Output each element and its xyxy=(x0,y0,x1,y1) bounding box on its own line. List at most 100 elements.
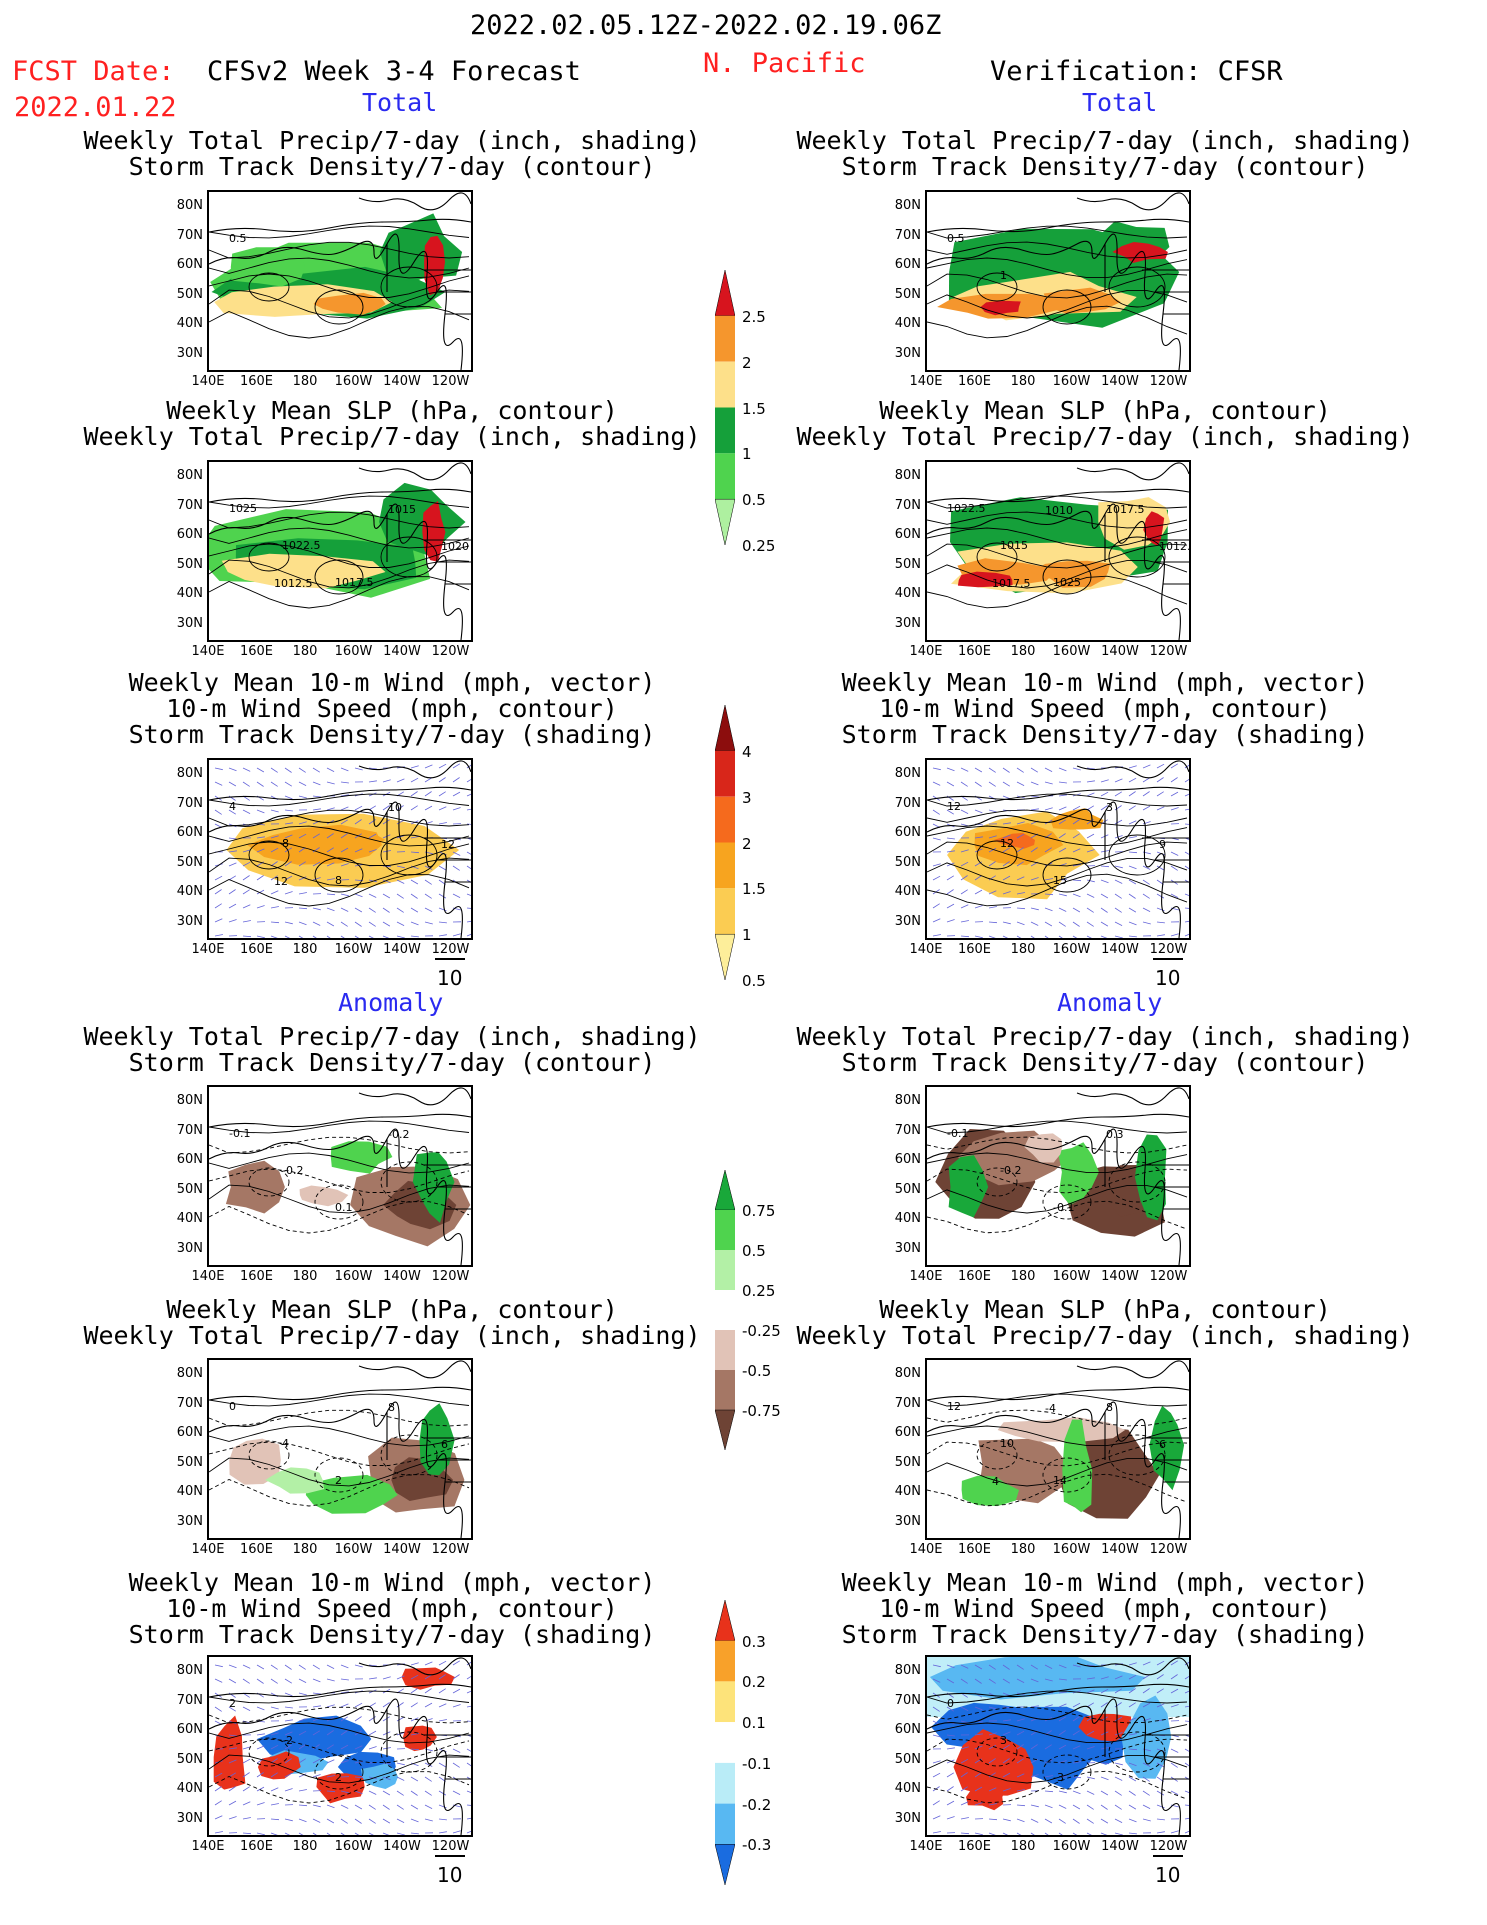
wind-vector xyxy=(298,1730,307,1736)
wind-vector xyxy=(214,1772,223,1778)
wind-vector xyxy=(1114,1702,1122,1708)
wind-vector xyxy=(242,849,251,853)
wind-vector xyxy=(946,1678,955,1684)
colorbar-swatch xyxy=(714,704,736,752)
wind-vector xyxy=(340,921,348,927)
lat-tick-label: 70N xyxy=(176,1395,203,1411)
contour-label: 2 xyxy=(335,1474,342,1487)
wind-vector xyxy=(438,1831,447,1834)
lat-tick-label: 30N xyxy=(894,615,921,631)
wind-vector xyxy=(1184,1675,1189,1680)
colorbar-swatch xyxy=(715,315,735,362)
wind-vector xyxy=(1044,907,1053,912)
contour-line xyxy=(314,559,364,595)
wind-vector xyxy=(1058,1818,1066,1824)
wind-vector xyxy=(1128,765,1137,769)
contour-line xyxy=(209,306,470,339)
colorbar-swatch xyxy=(715,1210,735,1250)
contour-line xyxy=(1042,559,1092,595)
wind-vector xyxy=(1044,847,1052,853)
wind-vector xyxy=(340,1678,349,1681)
wind-vector xyxy=(424,893,432,899)
wind-vector xyxy=(988,1678,996,1684)
wind-vector xyxy=(242,861,251,867)
wind-vector xyxy=(1030,1832,1035,1835)
contour-label: 0.5 xyxy=(947,232,965,245)
contour-line xyxy=(927,1200,1188,1234)
wind-vector xyxy=(466,851,471,855)
contour-label: 10 xyxy=(388,801,402,814)
lat-tick-label: 70N xyxy=(176,1122,203,1138)
colorbar-swatch xyxy=(714,1599,736,1641)
wind-vector xyxy=(1002,1731,1011,1736)
wind-vector xyxy=(382,1676,391,1680)
wind-vector xyxy=(354,907,363,913)
wind-vector xyxy=(1044,935,1049,938)
wind-vector xyxy=(1142,921,1151,925)
lon-tick-label: 120W xyxy=(431,1542,470,1557)
wind-vector xyxy=(1184,920,1189,923)
lat-tick-label: 50N xyxy=(176,854,203,870)
wind-vector xyxy=(1142,821,1151,825)
lat-tick-label: 70N xyxy=(894,795,921,811)
wind-vector xyxy=(1072,848,1081,853)
wind-vector xyxy=(1170,763,1179,769)
wind-vector xyxy=(410,865,419,870)
field-shading xyxy=(422,501,446,562)
wind-vector xyxy=(988,861,996,867)
wind-vector xyxy=(326,833,334,839)
contour-line xyxy=(314,289,364,325)
wind-vector xyxy=(1058,1804,1067,1809)
lat-tick-label: 80N xyxy=(894,766,921,781)
wind-vector xyxy=(946,1816,955,1820)
wind-vector xyxy=(284,795,293,800)
lat-tick-label: 70N xyxy=(176,227,203,243)
panel-title-line: Weekly Total Precip/7-day (inch, shading… xyxy=(796,1321,1414,1350)
wind-vector xyxy=(410,765,419,769)
wind-vector xyxy=(228,919,237,923)
coastline xyxy=(209,488,471,503)
vector-reference: 10 xyxy=(1155,1863,1181,1887)
panel-title-line: Weekly Mean SLP (hPa, contour) xyxy=(166,396,618,425)
wind-vector xyxy=(424,805,433,811)
contour-line xyxy=(380,1161,438,1203)
map-panel: 0 4 2 8 6 xyxy=(207,1358,473,1540)
wind-vector xyxy=(1184,1690,1189,1694)
panel-title-line: Weekly Total Precip/7-day (inch, shading… xyxy=(796,1022,1414,1051)
section-anomaly-left: Anomaly xyxy=(338,988,444,1017)
wind-vector xyxy=(312,1774,321,1778)
wind-vector xyxy=(1142,1762,1151,1767)
wind-vector xyxy=(228,862,237,867)
lon-tick-label: 120W xyxy=(431,1269,470,1284)
contour-label: 1025 xyxy=(229,502,257,515)
colorbar-label: 1.5 xyxy=(742,399,766,418)
wind-vector xyxy=(1072,1745,1081,1750)
contour-line xyxy=(1108,1434,1166,1476)
colorbar-swatch xyxy=(715,1370,735,1410)
wind-vector xyxy=(410,1832,419,1835)
wind-vector xyxy=(960,767,969,772)
contour-line xyxy=(927,273,1188,299)
wind-vector xyxy=(1170,865,1178,871)
wind-vector xyxy=(424,821,433,825)
wind-vector xyxy=(228,1734,237,1737)
wind-vector xyxy=(946,1747,955,1750)
contour-line xyxy=(927,1168,1188,1194)
wind-vector xyxy=(284,1731,293,1736)
wind-vector xyxy=(466,793,471,797)
wind-vector xyxy=(1002,781,1011,787)
wind-vector xyxy=(438,1790,447,1796)
wind-vector xyxy=(438,1762,447,1768)
wind-vector xyxy=(284,834,293,839)
contour-label: 6 xyxy=(441,1438,448,1451)
wind-vector xyxy=(368,1677,377,1680)
field-shading xyxy=(229,1438,281,1485)
wind-vector xyxy=(960,1664,969,1669)
lon-tick-label: 180 xyxy=(292,1839,318,1854)
wind-vector xyxy=(270,890,279,895)
wind-vector xyxy=(1086,935,1092,938)
contour-label: -4 xyxy=(1045,1402,1056,1415)
colorbar-label: 0.5 xyxy=(742,491,766,510)
wind-vector xyxy=(424,921,433,925)
contour-line xyxy=(209,793,470,807)
